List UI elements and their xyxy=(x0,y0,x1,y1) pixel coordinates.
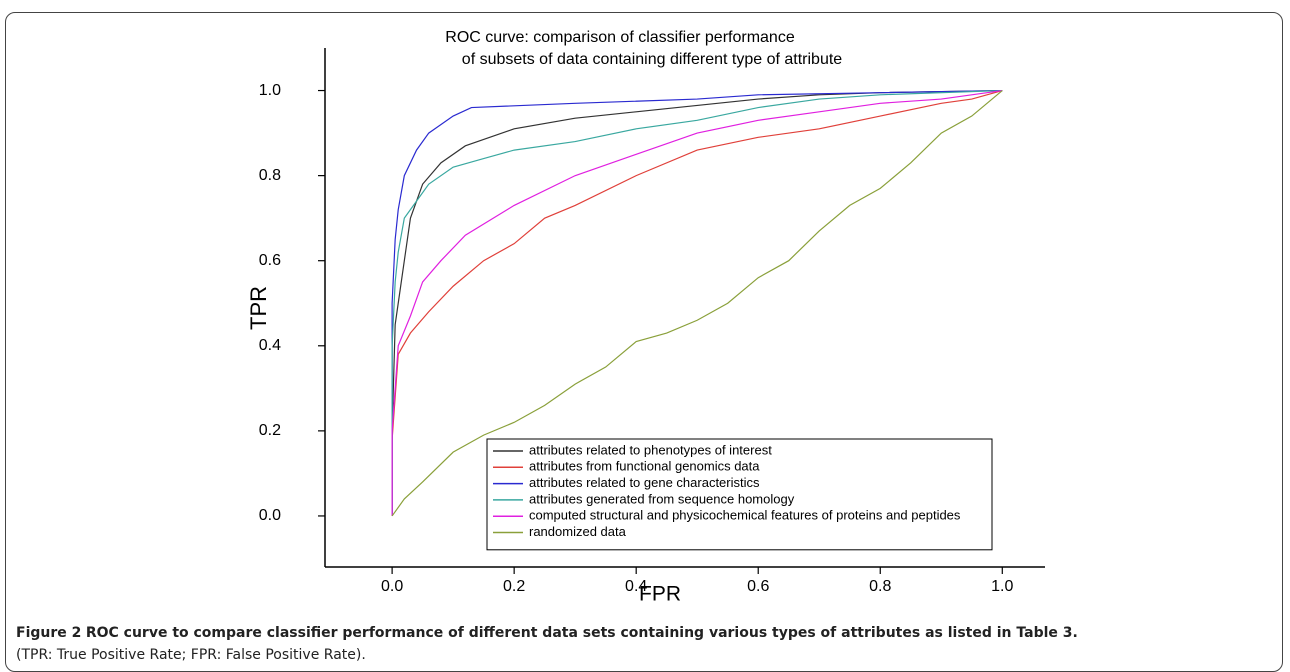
legend-label: randomized data xyxy=(529,524,627,539)
caption-note: (TPR: True Positive Rate; FPR: False Pos… xyxy=(16,647,366,663)
roc-curve xyxy=(391,90,1003,517)
x-tick-label: 0.2 xyxy=(503,578,525,595)
y-tick-label: 0.4 xyxy=(259,337,281,354)
roc-curve xyxy=(391,89,1003,516)
x-tick-label: 0.8 xyxy=(869,578,891,595)
caption-title: ROC curve to compare classifier performa… xyxy=(85,625,1078,641)
y-tick-label: 0.0 xyxy=(259,507,281,524)
legend-label: computed structural and physicochemical … xyxy=(529,508,961,523)
roc-curve xyxy=(391,89,1003,516)
legend-label: attributes generated from sequence homol… xyxy=(529,491,795,506)
roc-curve xyxy=(391,89,1003,516)
chart-title: ROC curve: comparison of classifier perf… xyxy=(445,29,795,46)
x-tick-label: 1.0 xyxy=(991,578,1013,595)
y-tick-label: 0.6 xyxy=(259,252,281,269)
x-tick-label: 0.6 xyxy=(747,578,769,595)
caption-label: Figure 2 xyxy=(16,625,82,641)
chart: ROC curve: comparison of classifier perf… xyxy=(246,29,1045,606)
legend-label: attributes related to gene characteristi… xyxy=(529,475,760,490)
x-tick-label: 0.0 xyxy=(381,578,403,595)
x-axis-label: FPR xyxy=(639,583,681,606)
y-axis-label: TPR xyxy=(246,286,271,330)
roc-curve xyxy=(391,89,1003,516)
y-tick-label: 1.0 xyxy=(259,82,281,99)
y-tick-label: 0.8 xyxy=(259,167,281,184)
caption: Figure 2 ROC curve to compare classifier… xyxy=(16,622,1078,666)
legend-label: attributes related to phenotypes of inte… xyxy=(529,442,772,457)
legend-label: attributes from functional genomics data xyxy=(529,459,760,474)
legend-box xyxy=(486,438,993,551)
y-tick-label: 0.2 xyxy=(259,422,281,439)
roc-curve xyxy=(391,89,1003,516)
x-tick-label: 0.4 xyxy=(625,578,647,595)
chart-title: of subsets of data containing different … xyxy=(462,51,843,68)
